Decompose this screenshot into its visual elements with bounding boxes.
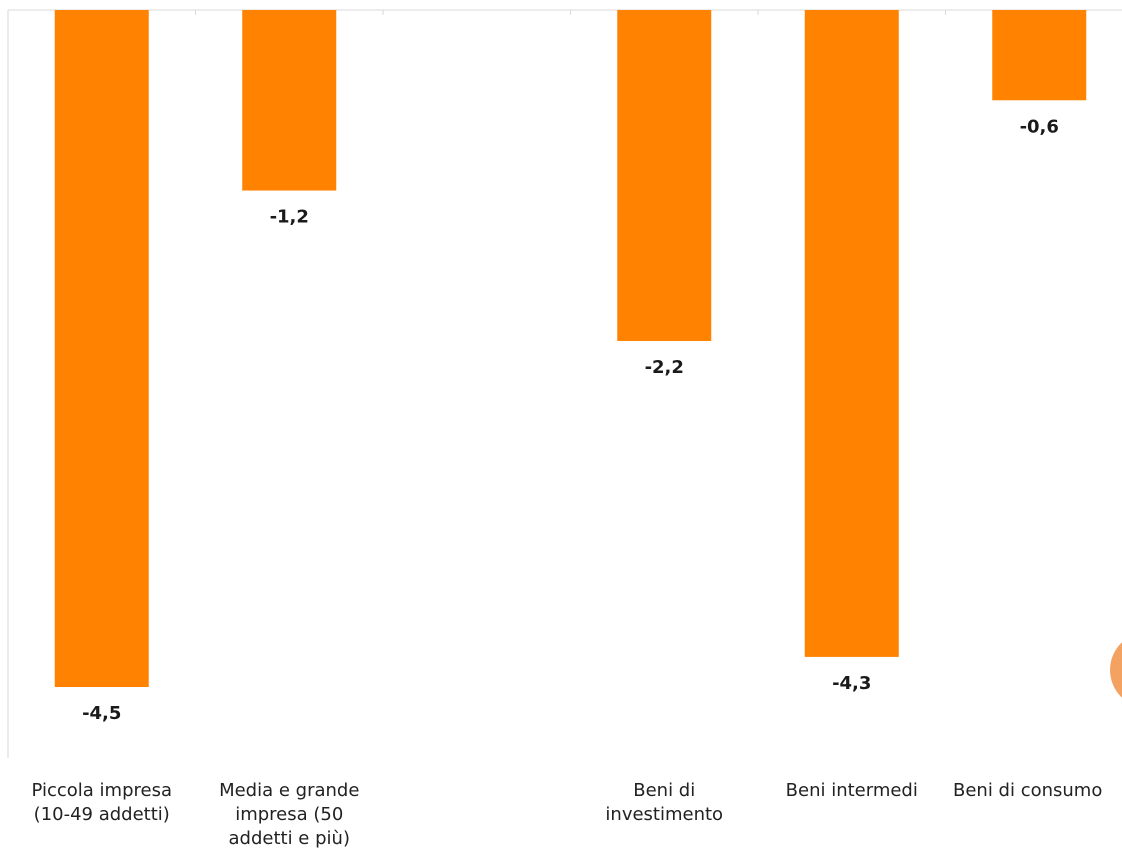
data-label: -4,5 — [82, 703, 121, 724]
bar — [992, 10, 1087, 101]
decorative-circle — [1110, 642, 1122, 698]
bar — [804, 10, 899, 657]
bar — [242, 10, 337, 191]
category-label: Beni di investimento — [605, 780, 723, 825]
bars — [54, 10, 1087, 687]
data-label: -1,2 — [270, 207, 309, 228]
data-label: -2,2 — [645, 357, 684, 378]
data-label: -4,3 — [832, 673, 871, 694]
category-labels: Piccola impresa (10-49 addetti) Media e gr… — [32, 780, 1103, 849]
category-label: Piccola impresa (10-49 addetti) — [32, 780, 172, 825]
bar — [54, 10, 149, 687]
data-labels: -4,5 -1,2 -2,2 -4,3 -0,6 — [82, 116, 1059, 724]
category-label: Beni di consumo — [953, 780, 1102, 801]
bar — [617, 10, 712, 341]
category-label: Media e grande impresa (50 addetti e più) — [219, 780, 359, 849]
category-label: Beni intermedi — [786, 780, 918, 801]
category-axis — [7, 9, 1122, 758]
data-label: -0,6 — [1020, 116, 1059, 137]
